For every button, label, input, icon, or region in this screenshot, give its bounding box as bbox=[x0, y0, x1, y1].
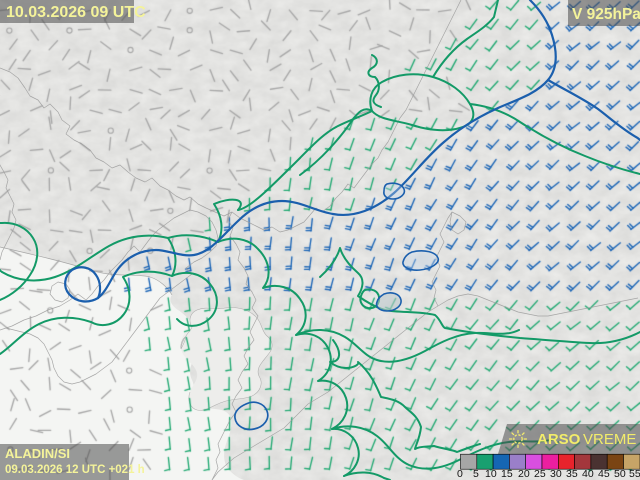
svg-text:10.03.2026 09 UTC: 10.03.2026 09 UTC bbox=[6, 4, 146, 21]
svg-text:V 925hPa: V 925hPa bbox=[572, 6, 640, 23]
svg-text:10: 10 bbox=[485, 468, 497, 480]
svg-text:5: 5 bbox=[473, 468, 479, 480]
svg-text:35: 35 bbox=[566, 468, 578, 480]
svg-text:45: 45 bbox=[598, 468, 610, 480]
svg-text:VREME: VREME bbox=[583, 431, 636, 448]
svg-text:ARSO: ARSO bbox=[537, 431, 581, 448]
svg-text:40: 40 bbox=[582, 468, 594, 480]
svg-text:55: 55 bbox=[629, 468, 640, 480]
svg-text:ALADIN/SI: ALADIN/SI bbox=[5, 446, 70, 461]
svg-text:20: 20 bbox=[518, 468, 530, 480]
svg-text:25: 25 bbox=[534, 468, 546, 480]
svg-text:0: 0 bbox=[457, 468, 463, 480]
svg-text:09.03.2026 12 UTC +021 h: 09.03.2026 12 UTC +021 h bbox=[5, 464, 145, 476]
svg-text:30: 30 bbox=[550, 468, 562, 480]
svg-text:15: 15 bbox=[501, 468, 513, 480]
svg-text:50: 50 bbox=[614, 468, 626, 480]
